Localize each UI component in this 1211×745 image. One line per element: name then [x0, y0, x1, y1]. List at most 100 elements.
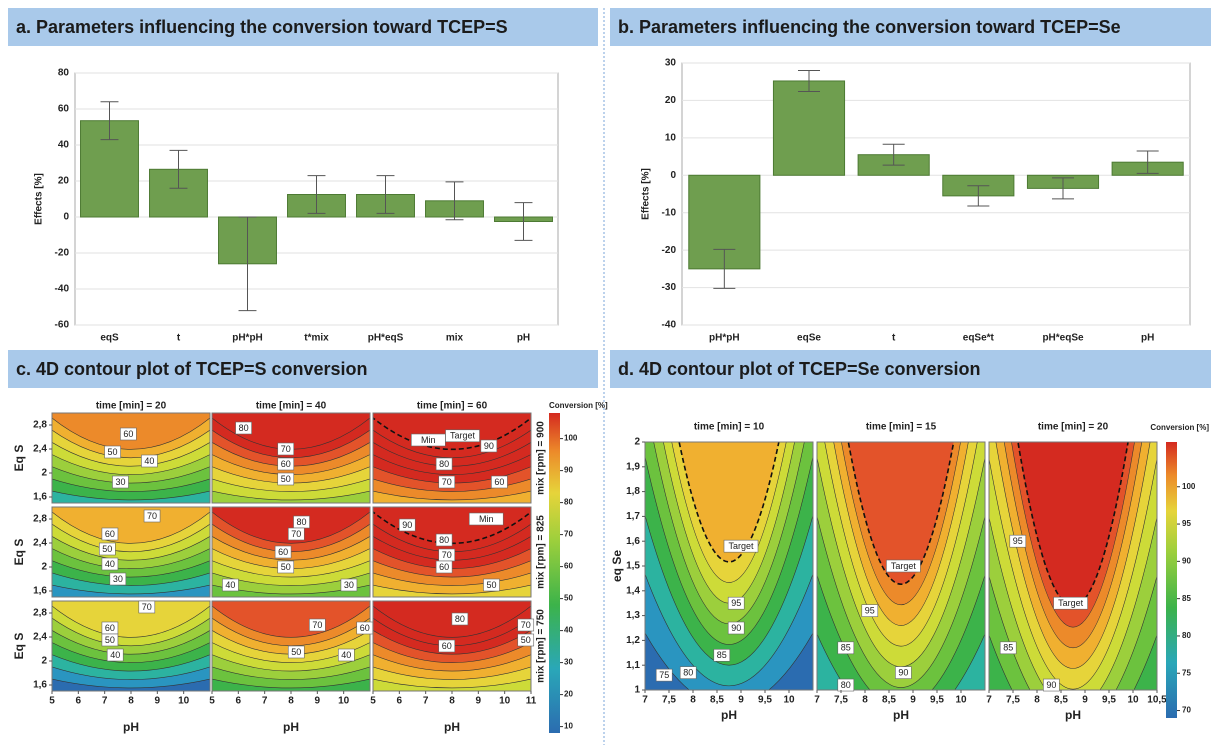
contour-label: 50 — [105, 635, 115, 645]
contour-label: 60 — [439, 562, 449, 572]
contour-line — [841, 442, 961, 606]
contour-line — [52, 523, 210, 553]
contour-label: 60 — [105, 529, 115, 539]
contour-line — [212, 478, 370, 492]
contour-label-box — [713, 648, 731, 662]
contour-label-box — [727, 596, 745, 610]
y-tick-label: 1,2 — [626, 635, 640, 646]
facet-frame — [211, 412, 371, 504]
y-tick-label: 40 — [58, 140, 70, 151]
x-tick-label: pH*eqS — [368, 333, 404, 344]
x-tick-label: 8,5 — [882, 695, 896, 706]
contour-label-box — [287, 527, 305, 541]
contour-label-box — [435, 457, 453, 471]
contour-line — [373, 560, 531, 578]
x-tick-label: 10 — [955, 695, 967, 706]
contour-label: 80 — [841, 680, 851, 690]
header-band — [8, 8, 598, 46]
contour-label: 50 — [521, 635, 531, 645]
colorbar-tick-label: 70 — [1182, 706, 1191, 715]
error-bar — [797, 69, 821, 92]
contour-label-box — [309, 618, 326, 632]
row-title: mix [rpm] = 825 — [536, 515, 547, 589]
x-tick-label: t — [177, 333, 181, 344]
y-tick-label: -40 — [55, 284, 70, 295]
y-tick-label: 2 — [41, 656, 47, 667]
y-tick-label: 2,4 — [33, 444, 47, 455]
x-tick-label: 8 — [1034, 695, 1040, 706]
y-tick-label: 1,6 — [33, 680, 47, 691]
contour-line — [52, 417, 210, 450]
contour-label-box — [517, 633, 535, 647]
contour-label: 80 — [439, 535, 449, 545]
y-axis-label: Effects [%] — [34, 173, 45, 225]
x-tick-label: pH — [517, 333, 530, 344]
contour-label: 70 — [442, 550, 452, 560]
bar — [772, 80, 846, 176]
facet-title: time [min] = 20 — [1038, 422, 1109, 433]
facet-title: time [min] = 15 — [866, 422, 937, 433]
colorbar-tick-label: 60 — [564, 562, 573, 571]
x-tick-label: 9,5 — [758, 695, 772, 706]
y-tick-label: -60 — [55, 320, 70, 331]
x-tick-label: 10 — [338, 696, 350, 707]
facet-title: time [min] = 40 — [256, 401, 327, 412]
contour-line — [989, 515, 1157, 690]
contour-label: Target — [728, 541, 754, 551]
x-tick-label: 6 — [236, 696, 242, 707]
colorbar-tick-label: 95 — [1182, 519, 1191, 528]
contour-line — [212, 560, 370, 578]
contour-label-box — [274, 545, 292, 559]
contour-label-box — [138, 600, 156, 614]
x-tick-label: 10 — [499, 696, 511, 707]
row-title: mix [rpm] = 750 — [536, 609, 547, 683]
contour-label-box — [235, 421, 252, 435]
contour-label: 90 — [484, 441, 494, 451]
contour-line — [824, 442, 978, 647]
contour-label-box — [101, 557, 119, 571]
contour-line — [52, 642, 210, 663]
x-tick-label: 7,5 — [1006, 695, 1020, 706]
y-tick-label: 1,5 — [626, 561, 640, 572]
contour-line — [52, 605, 210, 638]
x-tick-label: 7 — [423, 696, 429, 707]
x-tick-label: 9 — [738, 695, 744, 706]
x-tick-label: 9 — [476, 696, 482, 707]
colorbar — [549, 413, 560, 733]
colorbar-tick-label: 50 — [564, 594, 573, 603]
x-tick-label: 8 — [862, 695, 868, 706]
x-tick-label: 10 — [178, 696, 190, 707]
y-tick-label: 80 — [58, 68, 70, 79]
contour-line — [373, 478, 531, 492]
contour-label-box — [143, 509, 161, 523]
contour-label-box — [999, 641, 1017, 655]
contour-fill — [989, 442, 1157, 690]
y-axis-label: Eq S — [12, 633, 26, 660]
contour-label: 85 — [717, 650, 727, 660]
band — [52, 601, 210, 638]
error-bar — [1136, 150, 1159, 174]
facet-title: time [min] = 20 — [96, 401, 167, 412]
x-tick-label: 5 — [49, 696, 55, 707]
contour-label: 40 — [105, 559, 115, 569]
contour-label: 95 — [731, 598, 741, 608]
contour-line — [212, 605, 370, 638]
colorbar — [1166, 442, 1177, 718]
x-tick-label: 8 — [449, 696, 455, 707]
contour-line — [52, 478, 210, 492]
y-tick-label: 1,7 — [626, 511, 640, 522]
contour-label-box — [141, 454, 158, 468]
contour-line — [52, 441, 210, 467]
contour-label-box — [106, 648, 124, 662]
facet-title: time [min] = 60 — [417, 401, 488, 412]
contour-label-box — [483, 578, 500, 592]
y-tick-label: 10 — [665, 132, 677, 143]
contour-fill — [212, 413, 370, 503]
error-bar — [238, 216, 257, 312]
contour-line — [52, 490, 210, 501]
contour-line — [847, 442, 955, 585]
y-tick-label: 20 — [58, 176, 70, 187]
error-bar — [514, 202, 533, 241]
contour-line — [645, 632, 813, 690]
x-tick-label: pH*pH — [709, 333, 740, 344]
